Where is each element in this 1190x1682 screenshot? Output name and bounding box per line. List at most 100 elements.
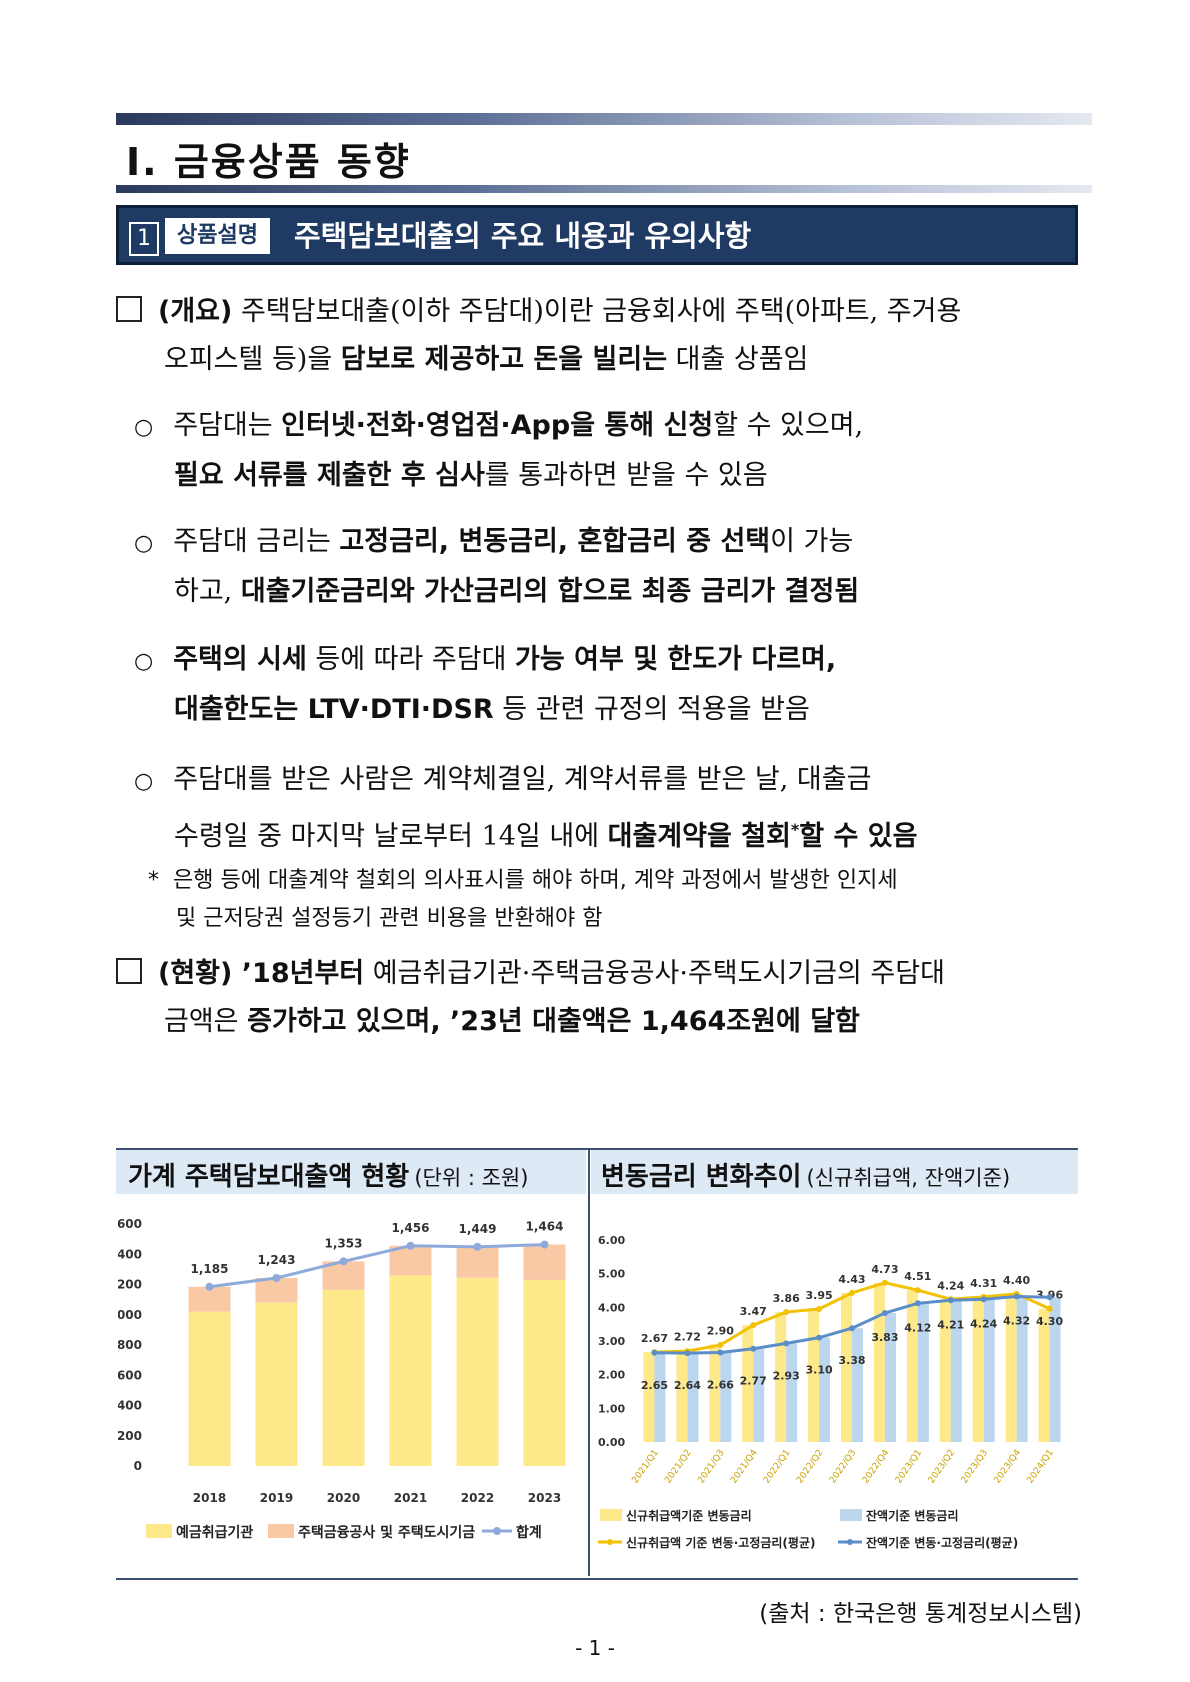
new-rate-data-label: 2.90 bbox=[707, 1324, 734, 1337]
section-numeral: Ⅰ. bbox=[126, 140, 159, 184]
bar-new-variable-rate bbox=[874, 1283, 885, 1442]
x-tick-label: 2021 bbox=[394, 1491, 427, 1505]
bullet-text: 이 가능 bbox=[770, 526, 853, 557]
balance-rate-data-label: 3.10 bbox=[806, 1364, 833, 1377]
x-tick-label: 2023 bbox=[528, 1491, 561, 1505]
bar-deposit-institutions bbox=[524, 1280, 566, 1466]
bullet-text: 를 통과하면 받을 수 있음 bbox=[485, 460, 768, 491]
balance-rate-data-label: 4.24 bbox=[970, 1317, 997, 1330]
bar-balance-variable-rate bbox=[852, 1328, 863, 1442]
x-tick-label: 2021/Q1 bbox=[631, 1448, 661, 1485]
total-data-label: 1,464 bbox=[526, 1220, 564, 1234]
y-tick-label: 2.00 bbox=[598, 1369, 625, 1382]
balance-rate-data-label: 2.77 bbox=[740, 1375, 767, 1388]
balance-rate-point bbox=[948, 1297, 954, 1303]
section-title: Ⅰ. 금융상품 동향 bbox=[126, 131, 411, 186]
balance-rate-point bbox=[816, 1335, 822, 1341]
overview-label: (개요) bbox=[158, 296, 232, 327]
x-tick-label: 2021/Q2 bbox=[663, 1448, 693, 1485]
legend-swatch-new-line-point bbox=[607, 1539, 613, 1545]
banner-title: 주택담보대출의 주요 내용과 유의사항 bbox=[294, 216, 751, 256]
y-tick-label: 1,000 bbox=[118, 1308, 142, 1322]
bullet-bold: 인터넷·전화·영업점·App을 통해 신청 bbox=[281, 410, 713, 441]
status-text: 예금취급기관·주택금융공사·주택도시기금의 주담대 bbox=[364, 958, 945, 989]
banner-tag: 상품설명 bbox=[165, 218, 270, 254]
x-tick-label: 2021/Q3 bbox=[696, 1448, 726, 1485]
bullet-circle-icon: ○ bbox=[134, 531, 153, 556]
bar-deposit-institutions bbox=[457, 1278, 499, 1466]
bullet-3: ○ 주택의 시세 등에 따라 주담대 가능 여부 및 한도가 다르며, 대출한도는… bbox=[134, 636, 1090, 734]
new-rate-data-label: 4.73 bbox=[871, 1263, 898, 1276]
new-rate-point bbox=[1047, 1306, 1053, 1312]
bullet-2: ○ 주담대 금리는 고정금리, 변동금리, 혼합금리 중 선택이 가능 하고, 대… bbox=[134, 518, 1090, 616]
balance-rate-data-label: 4.30 bbox=[1036, 1315, 1063, 1328]
new-rate-data-label: 3.86 bbox=[773, 1292, 800, 1305]
overview-line1: 주택담보대출(이하 주담대)이란 금융회사에 주택(아파트, 주거용 bbox=[241, 296, 961, 327]
right-panel-subtitle: (신규취급액, 잔액기준) bbox=[807, 1166, 1011, 1190]
y-tick-label: 1.00 bbox=[598, 1402, 625, 1415]
total-point bbox=[273, 1274, 281, 1282]
bullet-1: ○ 주담대는 인터넷·전화·영업점·App을 통해 신청할 수 있으며, 필요 서… bbox=[134, 402, 1090, 500]
balance-rate-point bbox=[717, 1349, 723, 1355]
status-bold: ’18년부터 bbox=[232, 958, 364, 989]
bullet-circle-icon: ○ bbox=[134, 415, 153, 440]
bar-deposit-institutions bbox=[189, 1312, 231, 1466]
total-point bbox=[206, 1283, 214, 1291]
new-rate-point bbox=[816, 1306, 822, 1312]
x-tick-label: 2022/Q3 bbox=[828, 1448, 858, 1485]
legend-label: 합계 bbox=[516, 1524, 542, 1541]
x-tick-label: 2019 bbox=[260, 1491, 293, 1505]
bullet-bold: 필요 서류를 제출한 후 심사 bbox=[174, 460, 485, 491]
bar-new-variable-rate bbox=[676, 1350, 687, 1442]
status-text: 금액은 bbox=[164, 1006, 247, 1037]
bar-new-variable-rate bbox=[841, 1293, 852, 1442]
bar-housing-finance bbox=[524, 1245, 566, 1280]
new-rate-data-label: 2.72 bbox=[674, 1330, 701, 1343]
y-tick-label: 200 bbox=[118, 1429, 142, 1443]
bullet-text: 하고, bbox=[174, 576, 241, 607]
source-note: (출처 : 한국은행 통계정보시스템) bbox=[759, 1594, 1082, 1628]
bullet-bold: 할 수 있음 bbox=[799, 821, 917, 852]
bar-deposit-institutions bbox=[390, 1275, 432, 1466]
total-data-label: 1,185 bbox=[191, 1262, 229, 1276]
bar-balance-variable-rate bbox=[654, 1353, 665, 1442]
balance-rate-data-label: 2.66 bbox=[707, 1378, 734, 1391]
total-data-label: 1,456 bbox=[392, 1221, 430, 1235]
new-rate-data-label: 4.51 bbox=[904, 1270, 931, 1283]
y-tick-label: 1,200 bbox=[118, 1278, 142, 1292]
new-rate-point bbox=[783, 1309, 789, 1315]
legend-label: 신규취급액기준 변동금리 bbox=[626, 1508, 752, 1523]
balance-rate-point bbox=[1014, 1294, 1020, 1300]
y-tick-label: 600 bbox=[118, 1368, 142, 1382]
legend-label: 잔액기준 변동금리 bbox=[866, 1508, 959, 1523]
bar-housing-finance bbox=[457, 1247, 499, 1278]
balance-rate-point bbox=[849, 1325, 855, 1331]
bullet-text: 주담대를 받은 사람은 계약체결일, 계약서류를 받은 날, 대출금 bbox=[173, 764, 871, 795]
bullet-bold: 가능 여부 및 한도가 다르며, bbox=[515, 644, 836, 675]
bar-balance-variable-rate bbox=[720, 1352, 731, 1442]
header-rule-bottom bbox=[116, 185, 1092, 193]
balance-rate-data-label: 4.21 bbox=[937, 1318, 964, 1331]
x-tick-label: 2022 bbox=[461, 1491, 494, 1505]
panel-divider bbox=[588, 1150, 590, 1576]
new-rate-data-label: 4.43 bbox=[838, 1273, 865, 1286]
balance-rate-point bbox=[981, 1296, 987, 1302]
footnote-line2: 및 근저당권 설정등기 관련 비용을 반환해야 함 bbox=[148, 900, 1088, 938]
bullet-text: 등에 따라 주담대 bbox=[307, 644, 515, 675]
bar-balance-variable-rate bbox=[819, 1338, 830, 1442]
bullet-circle-icon: ○ bbox=[134, 649, 153, 674]
x-tick-label: 2023/Q3 bbox=[960, 1448, 990, 1485]
left-panel-subtitle: (단위 : 조원) bbox=[414, 1166, 528, 1190]
bullet-bold: 주택의 시세 bbox=[173, 644, 307, 675]
new-rate-data-label: 3.95 bbox=[806, 1289, 833, 1302]
bar-deposit-institutions bbox=[323, 1290, 365, 1466]
y-tick-label: 5.00 bbox=[598, 1268, 625, 1281]
new-rate-point bbox=[849, 1290, 855, 1296]
bullet-4: ○ 주담대를 받은 사람은 계약체결일, 계약서류를 받은 날, 대출금 수령일 … bbox=[134, 756, 1090, 861]
new-rate-point bbox=[915, 1287, 921, 1293]
balance-rate-data-label: 2.65 bbox=[641, 1379, 668, 1392]
new-rate-data-label: 4.24 bbox=[937, 1279, 964, 1292]
page-number: - 1 - bbox=[0, 1636, 1190, 1660]
bullet-text: 수령일 중 마지막 날로부터 14일 내에 bbox=[174, 821, 608, 852]
bullet-text: 할 수 있으며, bbox=[713, 410, 863, 441]
